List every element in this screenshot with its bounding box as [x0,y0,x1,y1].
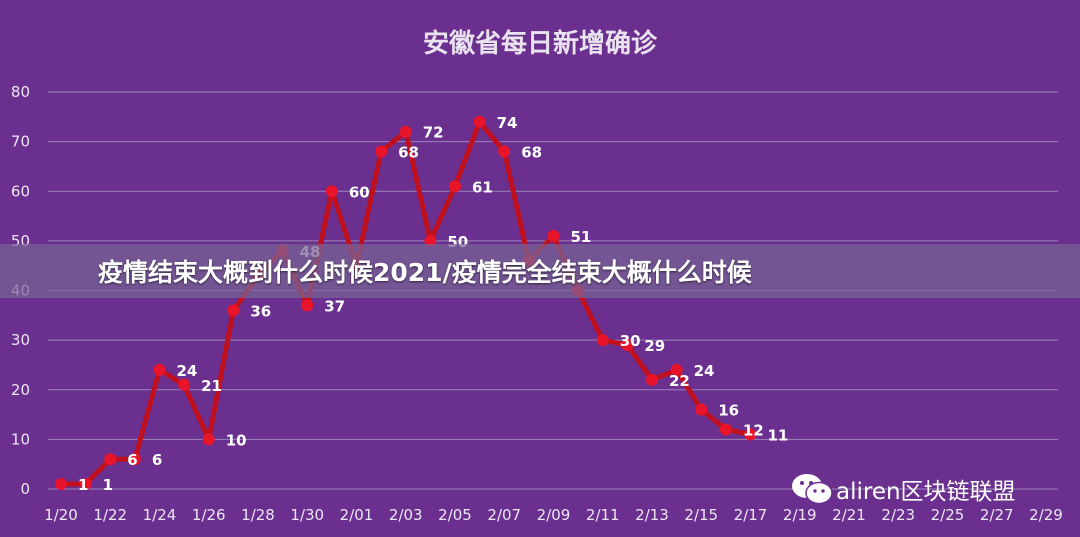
data-label: 24 [177,362,198,380]
x-tick-label: 2/03 [389,506,423,524]
data-point [473,115,486,128]
x-tick-label: 1/30 [290,506,324,524]
article-title: 疫情结束大概到什么时候2021/疫情完全结束大概什么时候 [98,258,752,287]
data-point [670,363,683,376]
x-axis-ticks: 1/20 1/22 1/24 1/26 1/28 1/30 2/01 2/03 2/05 2/07… [44,506,1063,524]
data-point [227,304,240,317]
y-tick-label: 80 [11,83,30,101]
data-label: 68 [398,144,419,162]
x-tick-label: 2/07 [487,506,521,524]
data-label: 6 [152,451,162,469]
x-tick-label: 1/26 [192,506,226,524]
data-point [547,229,560,242]
x-tick-label: 1/28 [241,506,275,524]
y-tick-label: 20 [11,381,30,399]
data-label: 51 [571,228,592,246]
data-point [646,373,658,386]
data-label: 30 [620,332,641,350]
data-point [424,234,437,247]
x-tick-label: 1/24 [143,506,177,524]
data-point [128,453,141,466]
data-label: 12 [743,421,764,439]
data-label: 72 [423,124,444,142]
x-tick-label: 2/25 [931,506,965,524]
data-label: 74 [497,114,518,132]
x-tick-label: 2/27 [980,506,1014,524]
x-tick-label: 1/22 [93,506,127,524]
x-tick-label: 2/17 [734,506,768,524]
x-tick-label: 2/19 [783,506,817,524]
x-tick-label: 1/20 [44,506,78,524]
watermark-text: aliren区块链联盟 [836,479,1016,505]
x-tick-label: 2/09 [537,506,571,524]
data-point [153,363,166,376]
y-tick-label: 70 [11,133,30,151]
data-label: 36 [250,302,271,320]
data-label: 6 [127,451,137,469]
article-title-banner: 疫情结束大概到什么时候2021/疫情完全结束大概什么时候 [0,244,1080,298]
x-tick-label: 2/29 [1029,506,1063,524]
wechat-icon [792,474,833,505]
data-point [104,453,117,466]
data-label: 1 [78,476,88,494]
data-label: 22 [669,372,690,390]
data-point [596,334,609,347]
x-tick-label: 2/11 [586,506,620,524]
y-tick-label: 10 [11,430,30,448]
x-tick-label: 2/21 [832,506,866,524]
chart-title: 安徽省每日新增确诊 [423,28,658,59]
data-point [498,145,511,158]
data-label: 29 [644,337,665,355]
data-label: 1 [103,476,113,494]
y-tick-label: 30 [11,331,30,349]
data-label: 68 [521,144,542,162]
data-point [695,403,708,416]
data-label: 10 [226,431,247,449]
x-tick-label: 2/23 [881,506,915,524]
data-point [449,180,461,193]
data-label: 61 [472,178,493,196]
data-point [301,299,314,312]
x-tick-label: 2/05 [438,506,472,524]
data-labels: 1166242110364837606872506174685130292224… [78,114,788,494]
data-point [202,433,215,446]
data-point [55,478,67,491]
data-point [719,423,732,436]
y-tick-label: 60 [11,182,30,200]
series-lines [58,119,753,487]
data-point [399,125,412,138]
x-tick-label: 2/13 [635,506,669,524]
data-point [325,185,338,198]
data-label: 21 [201,377,222,395]
data-point [79,478,92,491]
data-point [178,378,191,391]
x-tick-label: 2/15 [684,506,718,524]
watermark: aliren区块链联盟 [790,472,1016,506]
data-points [55,115,757,491]
data-label: 37 [324,297,345,315]
y-tick-label: 0 [20,480,30,498]
data-label: 16 [718,402,739,420]
x-tick-label: 2/01 [340,506,374,524]
data-point [744,428,757,441]
data-label: 24 [694,362,715,380]
series-line [58,119,729,487]
data-label: 11 [768,426,789,444]
data-label: 60 [349,183,370,201]
data-point [621,339,634,352]
data-point [375,145,388,158]
